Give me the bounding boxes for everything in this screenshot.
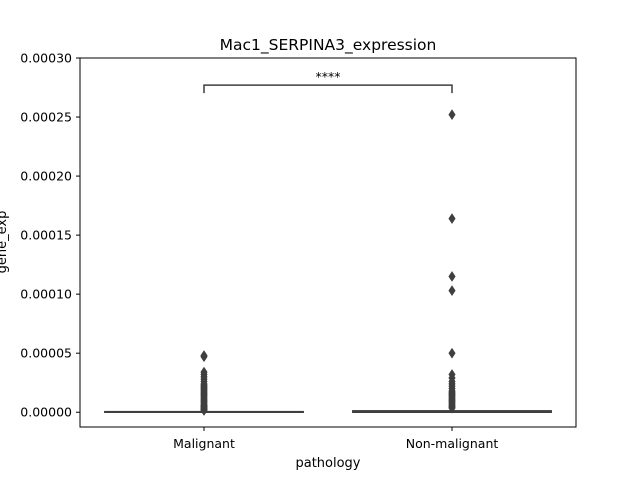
boxes-layer xyxy=(104,109,552,416)
x-tick-label: Malignant xyxy=(173,436,235,451)
y-axis-title: gene_exp xyxy=(0,211,10,274)
outlier-point xyxy=(448,270,456,282)
x-axis-title: pathology xyxy=(295,456,360,471)
y-axis: 0.00000 0.00005 0.00010 0.00015 0.00020 0.000… xyxy=(20,51,80,420)
box-group xyxy=(104,350,304,416)
y-tick-label: 0.00015 xyxy=(20,228,72,243)
significance-annotation: **** xyxy=(203,69,453,94)
outlier-point xyxy=(448,369,456,380)
significance-bracket xyxy=(203,84,453,94)
y-tick-label: 0.00000 xyxy=(20,405,72,420)
chart-title: Mac1_SERPINA3_expression xyxy=(220,36,437,55)
y-tick-label: 0.00025 xyxy=(20,110,72,125)
x-axis: Malignant Non-malignant xyxy=(173,427,498,451)
x-tick-label: Non-malignant xyxy=(406,436,499,451)
box-group xyxy=(352,109,552,414)
outlier-point xyxy=(448,347,456,359)
outlier-point xyxy=(200,366,208,378)
outlier-point xyxy=(448,109,456,121)
y-tick-label: 0.00005 xyxy=(20,346,72,361)
plot-area-frame xyxy=(79,57,577,428)
y-tick-label: 0.00030 xyxy=(20,51,72,66)
outlier-point xyxy=(448,213,456,225)
outlier-point xyxy=(200,350,208,362)
y-tick-label: 0.00020 xyxy=(20,169,72,184)
y-tick-label: 0.00010 xyxy=(20,287,72,302)
outlier-point xyxy=(448,285,456,297)
significance-label: **** xyxy=(316,69,341,84)
